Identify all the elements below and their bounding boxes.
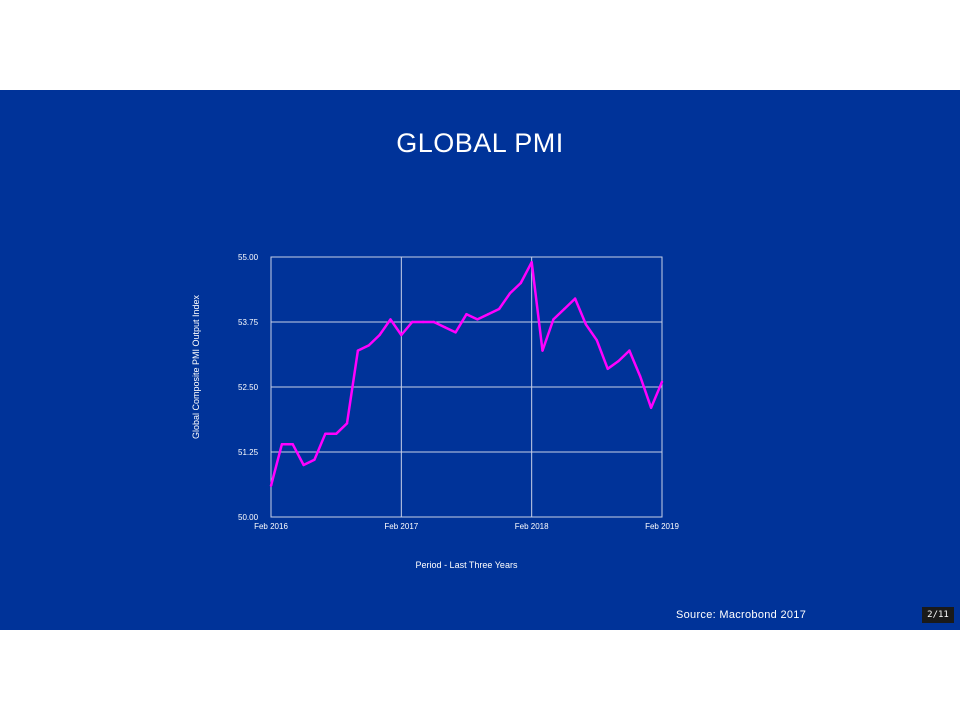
y-tick-label: 55.00 bbox=[238, 253, 259, 262]
x-tick-label: Feb 2018 bbox=[515, 522, 549, 531]
data-point bbox=[269, 484, 273, 487]
data-point bbox=[487, 313, 490, 316]
y-axis-label: Global Composite PMI Output Index bbox=[191, 294, 201, 439]
data-point bbox=[367, 344, 370, 347]
data-point bbox=[443, 326, 446, 329]
data-point bbox=[454, 331, 457, 334]
data-point bbox=[563, 307, 566, 311]
data-point bbox=[660, 380, 664, 383]
data-point bbox=[595, 339, 598, 342]
data-point bbox=[389, 318, 392, 321]
data-point bbox=[628, 349, 631, 352]
data-point bbox=[345, 422, 349, 425]
x-tick-label: Feb 2016 bbox=[254, 522, 288, 531]
data-point bbox=[541, 349, 544, 352]
data-point bbox=[291, 443, 294, 446]
data-point bbox=[335, 432, 338, 435]
data-point bbox=[356, 349, 360, 352]
data-point bbox=[530, 261, 533, 264]
y-tick-label: 51.25 bbox=[238, 448, 259, 457]
data-point bbox=[465, 313, 468, 316]
plot-frame bbox=[270, 256, 663, 518]
grid-layer bbox=[270, 256, 663, 518]
data-point bbox=[324, 432, 327, 435]
data-point bbox=[476, 318, 479, 321]
slide: GLOBAL PMI 50.00 51.25 52.50 53.75 55.00 Feb… bbox=[0, 90, 960, 630]
data-point bbox=[378, 333, 381, 337]
data-point bbox=[411, 320, 414, 324]
data-point bbox=[584, 323, 588, 326]
y-tick-label: 53.75 bbox=[238, 318, 259, 327]
data-point bbox=[617, 359, 620, 363]
data-point bbox=[497, 307, 501, 311]
y-tick-label: 52.50 bbox=[238, 383, 259, 392]
data-point bbox=[280, 443, 284, 446]
x-axis-label: Period - Last Three Years bbox=[416, 560, 518, 570]
data-point bbox=[552, 318, 555, 321]
y-tick-label: 50.00 bbox=[238, 513, 259, 522]
data-point bbox=[573, 297, 577, 300]
x-tick-labels: Feb 2016 Feb 2017 Feb 2018 Feb 2019 bbox=[254, 522, 679, 531]
data-point bbox=[421, 320, 425, 324]
x-tick-label: Feb 2017 bbox=[384, 522, 418, 531]
data-point bbox=[400, 333, 403, 337]
page-indicator[interactable]: 2/11 bbox=[922, 607, 954, 623]
data-point bbox=[302, 463, 305, 467]
series-points bbox=[269, 261, 664, 487]
x-tick-label: Feb 2019 bbox=[645, 522, 679, 531]
data-point bbox=[313, 458, 316, 461]
data-point bbox=[432, 320, 436, 324]
data-point bbox=[606, 367, 609, 370]
data-point bbox=[639, 375, 642, 378]
data-point bbox=[508, 292, 512, 295]
y-tick-labels: 50.00 51.25 52.50 53.75 55.00 bbox=[238, 253, 259, 522]
data-point bbox=[649, 406, 653, 409]
source-note: Source: Macrobond 2017 bbox=[676, 609, 807, 621]
slide-title: GLOBAL PMI bbox=[396, 128, 564, 158]
data-point bbox=[519, 281, 522, 285]
